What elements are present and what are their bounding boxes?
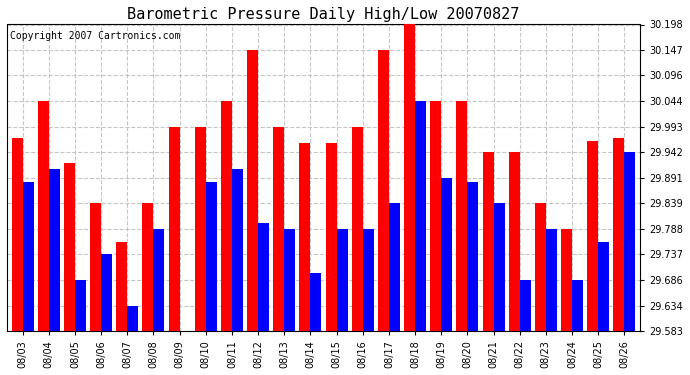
Bar bbox=[337, 229, 348, 331]
Bar bbox=[206, 182, 217, 331]
Bar bbox=[12, 138, 23, 331]
Bar bbox=[117, 242, 127, 331]
Bar bbox=[299, 143, 310, 331]
Bar bbox=[142, 203, 153, 331]
Bar bbox=[415, 101, 426, 331]
Bar bbox=[363, 229, 374, 331]
Bar bbox=[247, 50, 258, 331]
Bar bbox=[195, 127, 206, 331]
Bar bbox=[561, 229, 572, 331]
Bar bbox=[598, 242, 609, 331]
Bar bbox=[467, 182, 478, 331]
Bar bbox=[284, 229, 295, 331]
Text: Copyright 2007 Cartronics.com: Copyright 2007 Cartronics.com bbox=[10, 31, 181, 40]
Bar bbox=[49, 169, 60, 331]
Bar bbox=[441, 177, 452, 331]
Bar bbox=[389, 203, 400, 331]
Bar bbox=[153, 229, 164, 331]
Bar bbox=[404, 24, 415, 331]
Bar bbox=[273, 127, 284, 331]
Bar bbox=[127, 306, 138, 331]
Bar bbox=[23, 182, 34, 331]
Bar bbox=[90, 203, 101, 331]
Bar bbox=[493, 203, 504, 331]
Bar bbox=[520, 280, 531, 331]
Bar bbox=[352, 127, 363, 331]
Bar bbox=[613, 138, 624, 331]
Bar bbox=[168, 127, 179, 331]
Bar bbox=[221, 101, 232, 331]
Bar bbox=[326, 143, 337, 331]
Bar bbox=[572, 280, 583, 331]
Bar bbox=[509, 152, 520, 331]
Bar bbox=[546, 229, 557, 331]
Bar bbox=[535, 203, 546, 331]
Bar bbox=[431, 101, 441, 331]
Bar bbox=[38, 101, 49, 331]
Bar bbox=[75, 280, 86, 331]
Bar bbox=[258, 223, 269, 331]
Bar bbox=[310, 273, 322, 331]
Bar bbox=[456, 101, 467, 331]
Bar bbox=[378, 50, 389, 331]
Bar bbox=[624, 152, 635, 331]
Bar bbox=[232, 169, 243, 331]
Bar bbox=[587, 141, 598, 331]
Bar bbox=[482, 152, 493, 331]
Title: Barometric Pressure Daily High/Low 20070827: Barometric Pressure Daily High/Low 20070… bbox=[127, 7, 520, 22]
Bar bbox=[64, 162, 75, 331]
Bar bbox=[101, 254, 112, 331]
